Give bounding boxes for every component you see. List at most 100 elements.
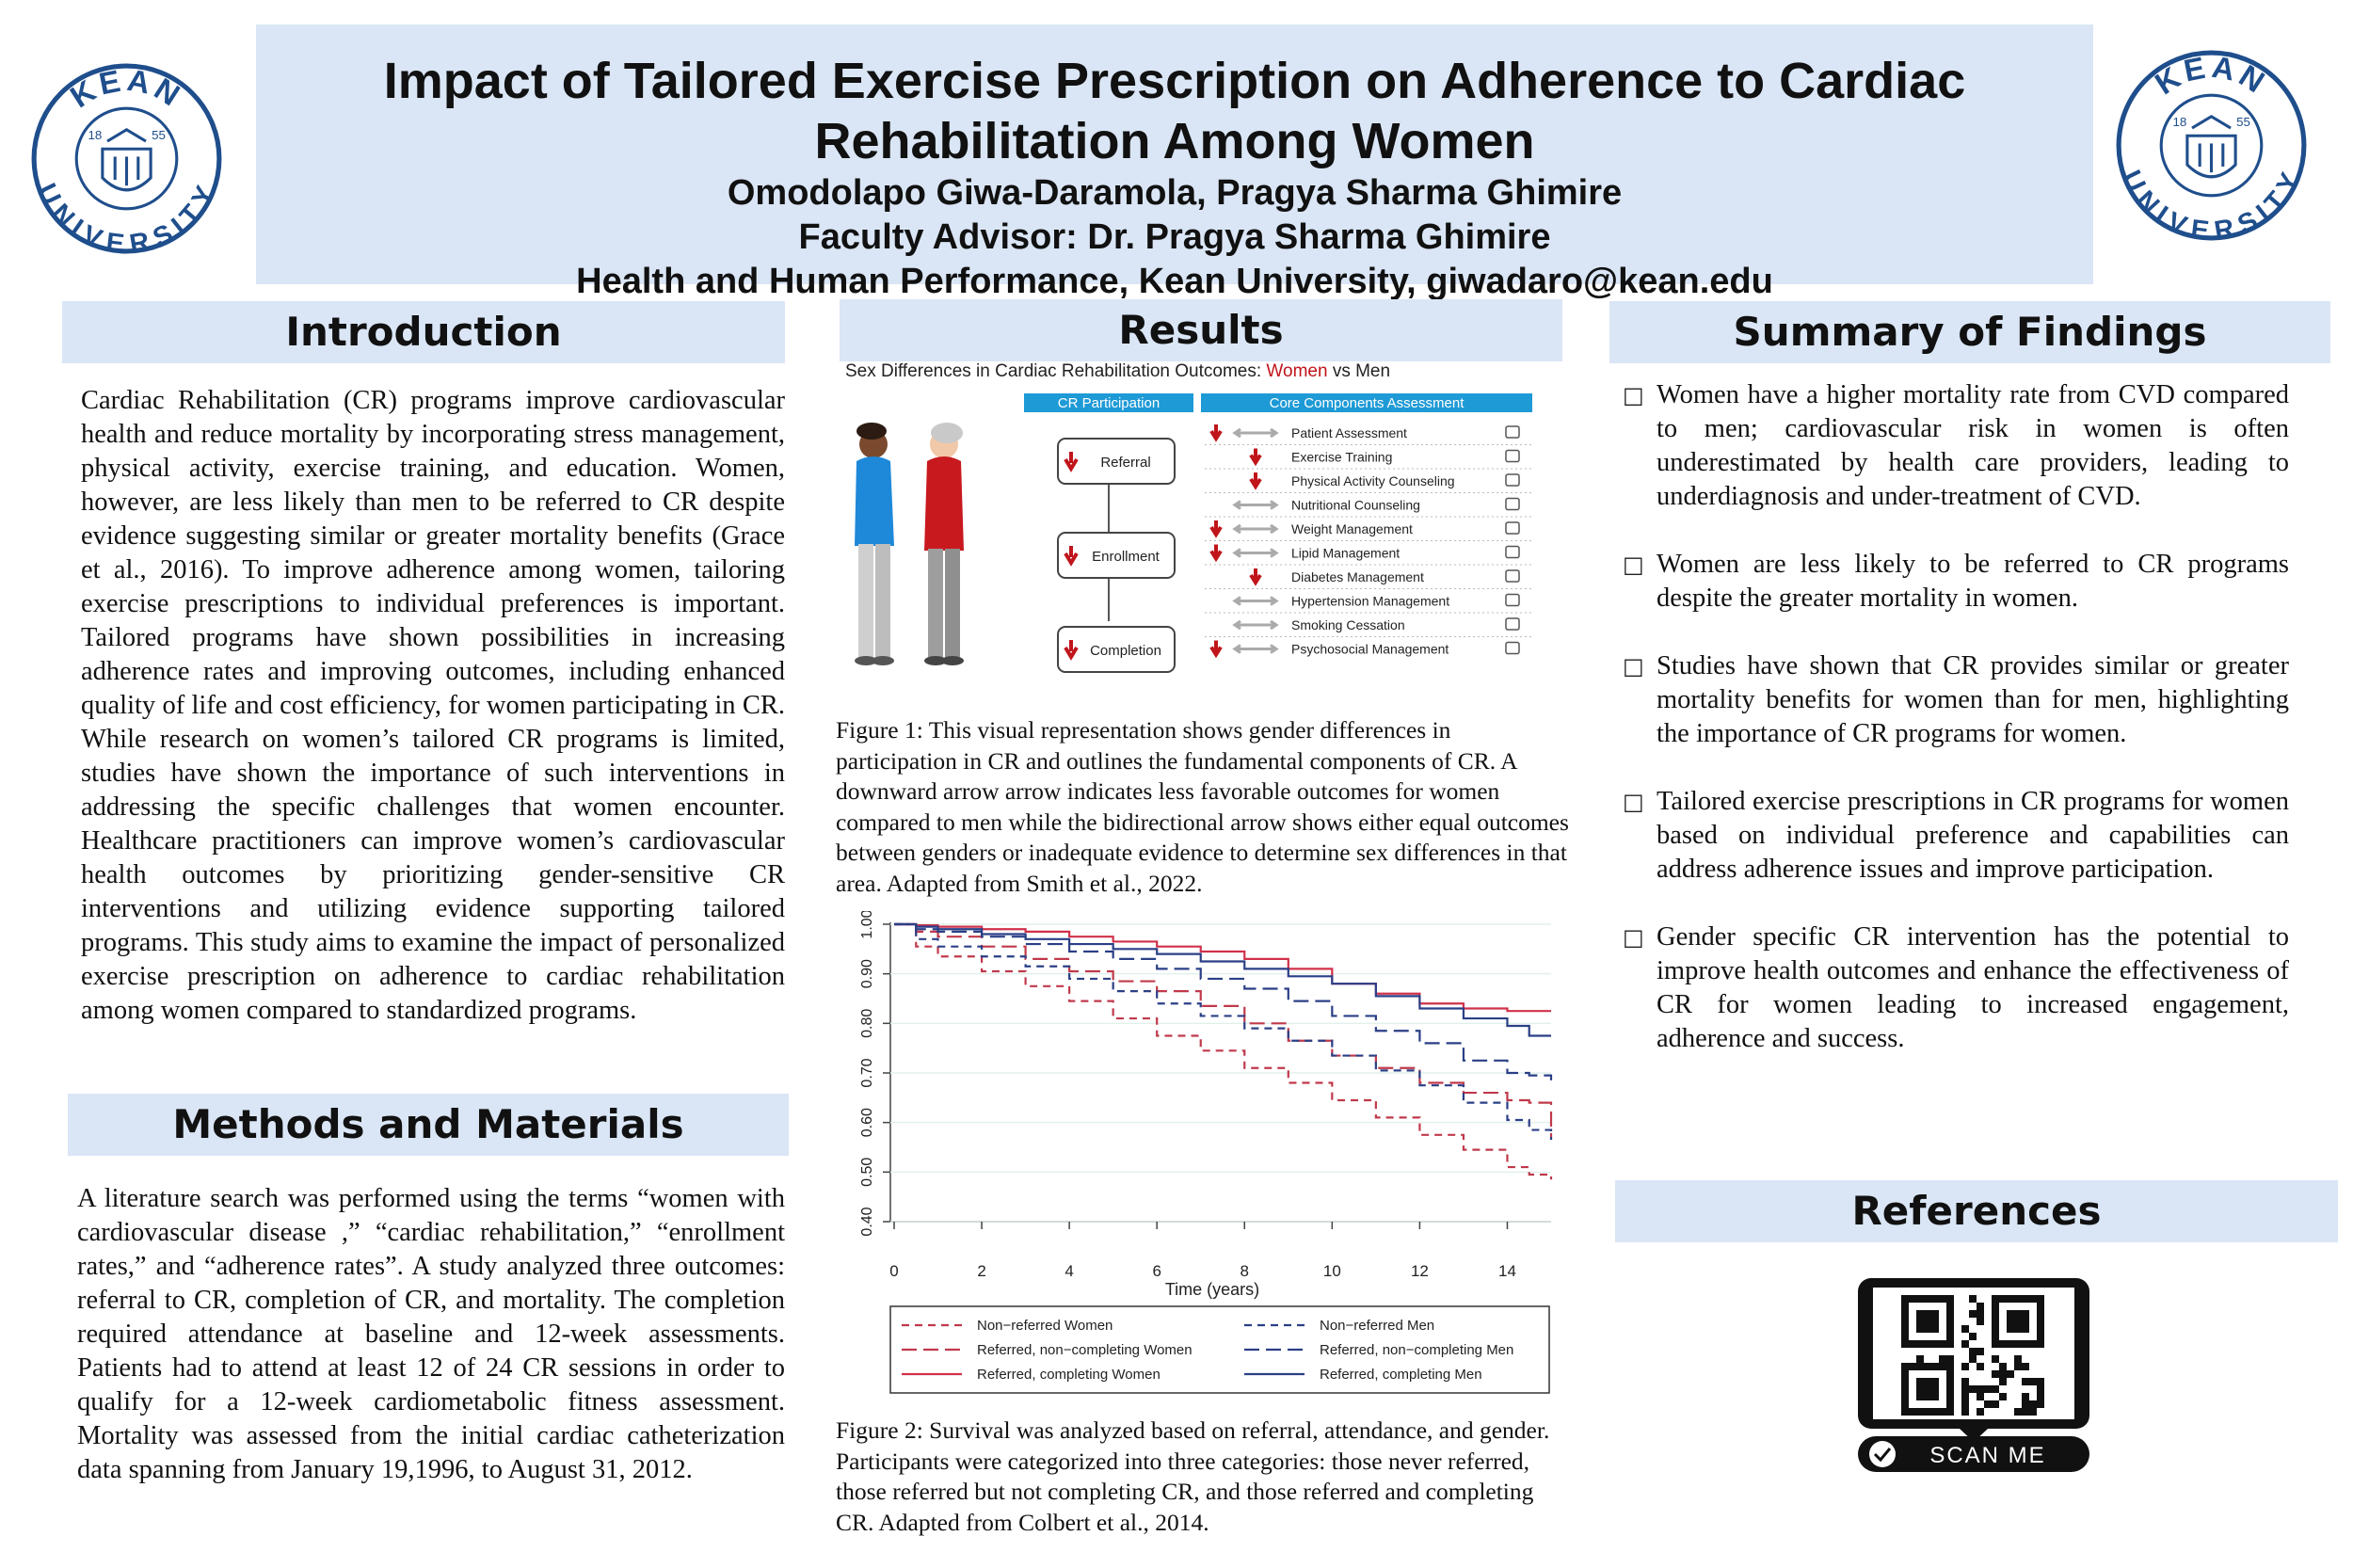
participation-step-box [1057,438,1176,485]
y-tick-label: 0.40 [859,1207,875,1236]
references-heading: References [1615,1180,2338,1242]
legend-label: Referred, completing Men [1320,1367,1482,1383]
down-arrow-icon [1209,520,1223,538]
figure-1-caption: Figure 1: This visual representation sho… [836,716,1569,897]
methods-text: A literature search was performed using … [77,1184,785,1484]
logo-year-right: 55 [2236,115,2250,129]
poster-title-line-2: Rehabilitation Among Women [814,113,1535,169]
figure-1-title-suffix: vs Men [1328,361,1391,381]
participation-step-box [1057,626,1176,673]
summary-item-text: Women are less likely to be referred to … [1657,550,2289,613]
bidirectional-arrow-icon [1232,548,1279,558]
results-heading: Results [840,299,1562,361]
component-label: Psychosocial Management [1291,642,1449,657]
figure-2: 0.40 0.50 0.60 0.70 0.80 0.90 1.00 0 2 4 6 8 10 12 14… [836,909,1570,1400]
component-icon [1505,593,1520,607]
legend-label: Non−referred Women [977,1318,1112,1334]
components-header-bg [1201,393,1532,412]
x-tick-label: 4 [1064,1262,1073,1280]
summary-item-text: Gender specific CR intervention has the … [1657,922,2289,1053]
bullet-icon: □ [1623,789,1644,815]
methods-heading: Methods and Materials [68,1094,789,1156]
component-icon [1505,641,1520,655]
logo-year-left: 18 [2173,115,2187,129]
down-arrow-icon [1064,640,1079,661]
legend-box [889,1305,1550,1394]
x-tick-label: 8 [1241,1262,1249,1280]
bidirectional-arrow-icon [1232,500,1279,510]
participation-header: CR Participation [1058,395,1160,411]
summary-item: □ Studies have shown that CR provides sim… [1623,649,2289,751]
component-label: Exercise Training [1291,450,1392,465]
down-arrow-icon [1209,544,1223,563]
logo-top-text: KEAN [2149,49,2274,101]
component-label: Patient Assessment [1291,425,1407,440]
component-icon [1505,473,1520,487]
title-banner: Impact of Tailored Exercise Prescription… [256,24,2093,301]
down-arrow-icon [1249,568,1262,586]
logo-top-text: KEAN [64,62,189,114]
component-label: Lipid Management [1291,546,1400,561]
participation-step-label: Enrollment [1092,549,1160,565]
component-label: Diabetes Management [1291,569,1424,584]
survival-line-3 [894,922,1553,1141]
x-tick-label: 0 [889,1262,898,1280]
summary-list: □ Women have a higher mortality rate from… [1623,378,2289,1090]
component-icon [1505,449,1520,463]
figure-1: Sex Differences in Cardiac Rehabilitatio… [836,358,1562,673]
component-icon [1505,545,1520,559]
component-icon [1505,617,1520,631]
logo-year-right: 55 [152,128,166,142]
y-tick-label: 0.90 [859,959,875,988]
y-tick-label: 0.60 [859,1108,875,1137]
x-tick-label: 10 [1323,1262,1341,1280]
component-icon [1505,569,1520,583]
survival-line-0 [894,922,1553,1180]
summary-item-text: Tailored exercise prescriptions in CR pr… [1657,787,2289,884]
summary-item: □ Gender specific CR intervention has the… [1623,920,2289,1056]
bullet-icon: □ [1623,552,1644,578]
down-arrow-icon [1209,640,1223,659]
kean-university-logo-left: KEAN UNIVERSITY 18 55 [31,62,222,255]
authors: Omodolapo Giwa-Daramola, Pragya Sharma G… [727,173,1623,213]
y-tick-label: 0.50 [859,1158,875,1187]
women-illustration-icon [855,423,964,665]
x-tick-label: 12 [1411,1262,1429,1280]
components-header: Core Components Assessment [1270,395,1465,411]
bidirectional-arrow-icon [1232,596,1279,606]
component-icon [1505,425,1520,439]
component-label: Physical Activity Counseling [1291,473,1455,488]
qr-code-block[interactable]: SCAN ME [1856,1276,2091,1474]
component-icon [1505,497,1520,511]
qr-scan-label: SCAN ME [1929,1443,2045,1468]
legend-label: Referred, non−completing Men [1320,1342,1513,1358]
survival-chart: 0.40 0.50 0.60 0.70 0.80 0.90 1.00 0 2 4 6 8 10 12 14… [859,909,1553,1394]
bidirectional-arrow-icon [1232,523,1279,535]
summary-item: □ Women have a higher mortality rate from… [1623,378,2289,514]
legend-label: Referred, non−completing Women [977,1342,1193,1358]
affiliation: Health and Human Performance, Kean Unive… [576,262,1773,301]
participation-step-label: Completion [1090,643,1161,659]
bullet-icon: □ [1623,924,1644,951]
component-icon [1505,521,1520,535]
participation-step-box [1057,532,1176,579]
summary-item: □ Tailored exercise prescriptions in CR p… [1623,785,2289,887]
summary-item-text: Studies have shown that CR provides simi… [1657,651,2289,748]
x-axis-label: Time (years) [1165,1280,1259,1299]
legend-label: Non−referred Men [1320,1318,1434,1334]
bidirectional-arrow-icon [1232,619,1279,631]
y-tick-label: 1.00 [859,911,875,939]
bullet-icon: □ [1623,382,1644,408]
component-label: Weight Management [1291,521,1413,536]
summary-item: □ Women are less likely to be referred to… [1623,548,2289,616]
x-tick-label: 2 [977,1262,985,1280]
survival-line-5 [894,922,1551,1037]
component-label: Smoking Cessation [1291,617,1405,632]
qr-code-icon[interactable]: SCAN ME [1856,1276,2091,1474]
component-label: Nutritional Counseling [1291,498,1420,513]
summary-item-text: Women have a higher mortality rate from … [1657,380,2289,511]
summary-heading: Summary of Findings [1609,301,2330,363]
down-arrow-icon [1209,424,1223,442]
poster-title-line-1: Impact of Tailored Exercise Prescription… [383,53,1966,109]
y-tick-label: 0.70 [859,1058,875,1087]
